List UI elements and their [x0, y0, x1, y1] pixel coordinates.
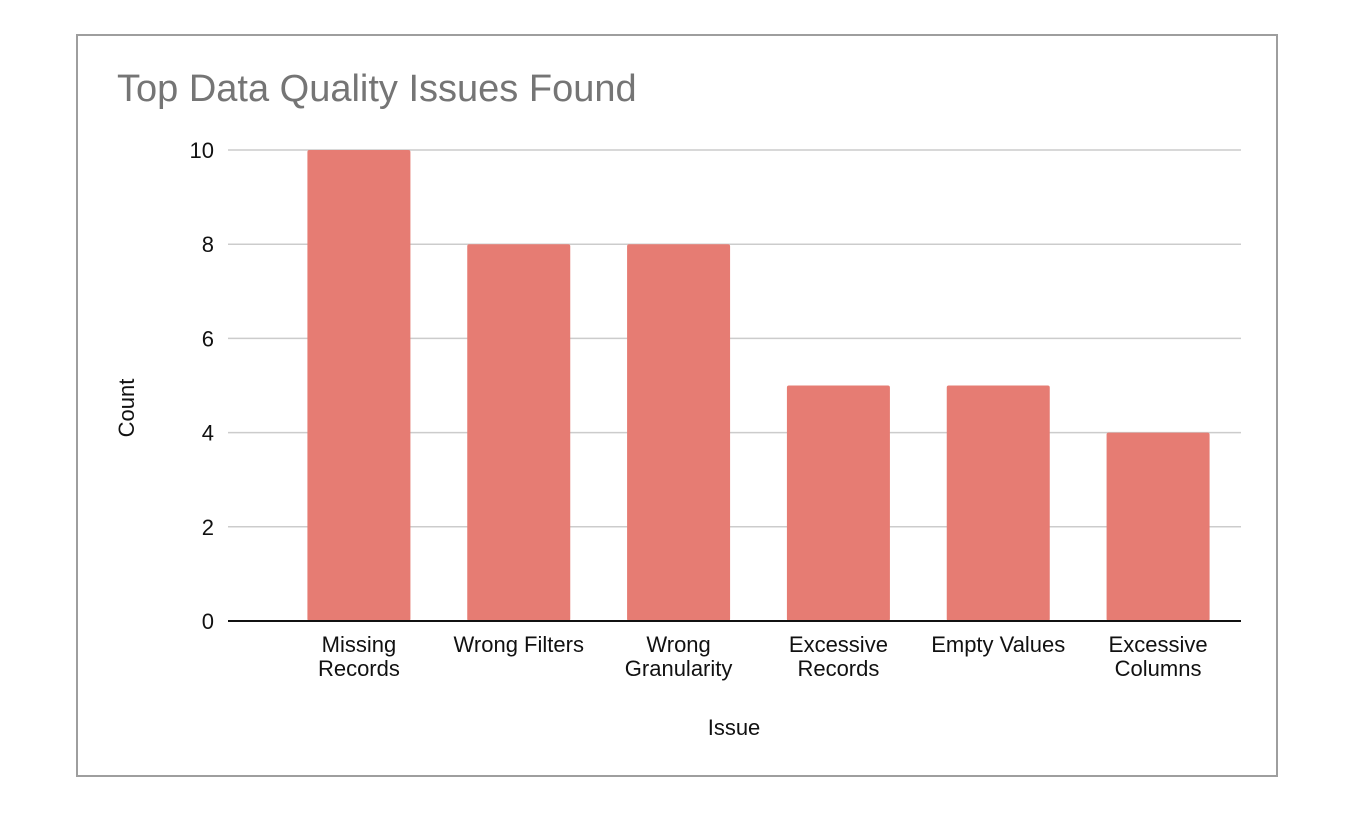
x-category-label: Wrong: [646, 632, 710, 657]
y-tick-label: 2: [202, 515, 214, 540]
bar: [307, 150, 411, 621]
x-category-label: Missing: [322, 632, 397, 657]
y-tick-label: 10: [190, 138, 214, 163]
y-tick-label: 0: [202, 609, 214, 634]
y-tick-label: 4: [202, 421, 214, 446]
x-axis-title: Issue: [708, 715, 761, 740]
x-category-label: Columns: [1115, 656, 1202, 681]
x-category-label: Wrong Filters: [454, 632, 584, 657]
x-category-label: Granularity: [625, 656, 733, 681]
x-category-label: Empty Values: [931, 632, 1065, 657]
bar: [1106, 432, 1210, 621]
bar: [946, 385, 1050, 621]
x-category-label: Excessive: [789, 632, 888, 657]
bar: [467, 244, 571, 621]
x-category-label: Records: [318, 656, 400, 681]
x-category-label: Records: [797, 656, 879, 681]
x-category-label: Excessive: [1109, 632, 1208, 657]
bar: [627, 244, 731, 621]
bars: [307, 150, 1210, 621]
y-axis-ticks: 0 2 4 6 8 10: [190, 138, 214, 634]
y-axis-title: Count: [114, 379, 139, 438]
chart-title: Top Data Quality Issues Found: [117, 68, 637, 110]
bar: [786, 385, 890, 621]
y-tick-label: 6: [202, 326, 214, 351]
y-tick-label: 8: [202, 232, 214, 257]
